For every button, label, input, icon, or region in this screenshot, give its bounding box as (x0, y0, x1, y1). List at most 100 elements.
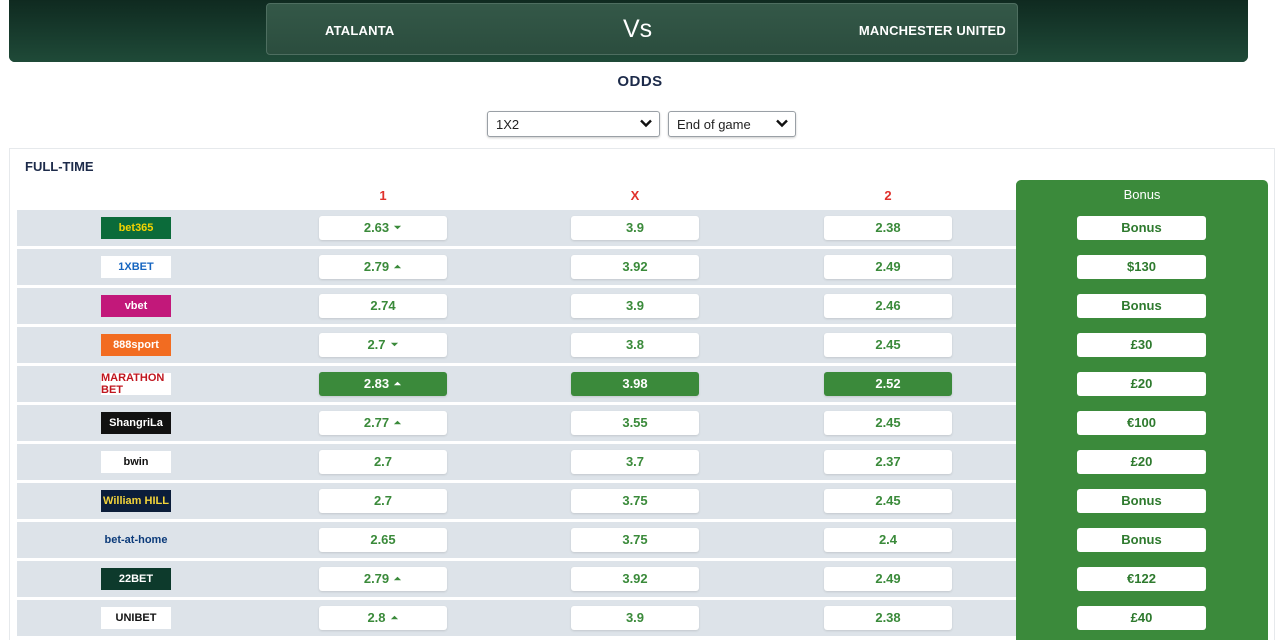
odds-button-draw[interactable]: 3.8 (571, 333, 699, 357)
odds-value: 2.65 (370, 532, 396, 547)
odds-button-home[interactable]: 2.79 (319, 567, 447, 591)
trend-up-icon (394, 576, 402, 581)
column-header-bonus: Bonus (1123, 187, 1161, 202)
bonus-button[interactable]: Bonus (1077, 294, 1206, 318)
trend-up-icon (394, 381, 402, 386)
bookmaker-row: 1XBET 2.79 3.92 2.49 (17, 249, 1016, 285)
bookmaker-row: bet365 2.63 3.9 2.38 (17, 210, 1016, 246)
odds-value: 2.46 (875, 298, 901, 313)
odds-button-away[interactable]: 2.4 (824, 528, 952, 552)
bookmaker-logo[interactable]: bet365 (101, 217, 171, 239)
bookmaker-row: MARATHON BET 2.83 3.98 2.52 (17, 366, 1016, 402)
odds-button-draw[interactable]: 3.55 (571, 411, 699, 435)
odds-button-draw[interactable]: 3.9 (571, 606, 699, 630)
bookmaker-logo[interactable]: William HILL (101, 490, 171, 512)
bookmaker-logo[interactable]: UNIBET (101, 607, 171, 629)
bookmaker-logo[interactable]: ShangriLa (101, 412, 171, 434)
odds-value: 3.7 (625, 454, 645, 469)
odds-value: 3.92 (622, 571, 648, 586)
odds-value: 2.38 (875, 610, 901, 625)
bonus-button[interactable]: £20 (1077, 450, 1206, 474)
odds-value: 2.74 (370, 298, 396, 313)
odds-button-away[interactable]: 2.52 (824, 372, 952, 396)
trend-up-icon (394, 264, 402, 269)
odds-button-home[interactable]: 2.74 (319, 294, 447, 318)
bookmaker-logo[interactable]: 22BET (101, 568, 171, 590)
odds-button-away[interactable]: 2.38 (824, 216, 952, 240)
bookmaker-row: William HILL 2.7 3.75 2.45 (17, 483, 1016, 519)
odds-button-draw[interactable]: 3.9 (571, 216, 699, 240)
odds-button-away[interactable]: 2.45 (824, 333, 952, 357)
bookmaker-logo[interactable]: 888sport (101, 334, 171, 356)
bonus-button[interactable]: €122 (1077, 567, 1206, 591)
market-select-value: 1X2 (496, 117, 520, 132)
bookmaker-logo[interactable]: MARATHON BET (101, 372, 171, 396)
odds-button-away[interactable]: 2.49 (824, 255, 952, 279)
bonus-button[interactable]: £40 (1077, 606, 1206, 630)
odds-button-away[interactable]: 2.49 (824, 567, 952, 591)
odds-button-draw[interactable]: 3.75 (571, 489, 699, 513)
period-select[interactable]: End of game (668, 111, 796, 137)
bookmaker-row: bet-at-home 2.65 3.75 2.4 (17, 522, 1016, 558)
odds-button-draw[interactable]: 3.7 (571, 450, 699, 474)
odds-button-away[interactable]: 2.46 (824, 294, 952, 318)
bookmaker-row: vbet 2.74 3.9 2.46 (17, 288, 1016, 324)
bonus-button[interactable]: Bonus (1077, 489, 1206, 513)
odds-value: 2.38 (875, 220, 901, 235)
bookmaker-logo[interactable]: 1XBET (101, 256, 171, 278)
bonus-button[interactable]: €100 (1077, 411, 1206, 435)
odds-button-draw[interactable]: 3.92 (571, 255, 699, 279)
odds-value: 2.79 (363, 571, 390, 586)
bonus-button[interactable]: £20 (1077, 372, 1206, 396)
away-team-name[interactable]: MANCHESTER UNITED (858, 23, 1006, 38)
odds-value: 2.7 (373, 493, 393, 508)
odds-value: 2.83 (363, 376, 390, 391)
bookmaker-row: ShangriLa 2.77 3.55 2.45 (17, 405, 1016, 441)
odds-value: 3.9 (625, 610, 645, 625)
bonus-button[interactable]: Bonus (1077, 528, 1206, 552)
odds-button-home[interactable]: 2.7 (319, 489, 447, 513)
bonus-button[interactable]: $130 (1077, 255, 1206, 279)
odds-button-away[interactable]: 2.38 (824, 606, 952, 630)
odds-value: 2.52 (875, 376, 901, 391)
odds-button-draw[interactable]: 3.9 (571, 294, 699, 318)
matchup-box: ATALANTA Vs MANCHESTER UNITED (266, 3, 1018, 55)
odds-value: 2.4 (878, 532, 898, 547)
bonus-button[interactable]: Bonus (1077, 216, 1206, 240)
odds-value: 2.45 (875, 493, 901, 508)
odds-button-home[interactable]: 2.79 (319, 255, 447, 279)
odds-button-home[interactable]: 2.63 (319, 216, 447, 240)
odds-value: 2.37 (875, 454, 901, 469)
market-select[interactable]: 1X2 (487, 111, 660, 137)
column-header-draw: X (630, 188, 640, 203)
odds-value: 2.63 (363, 220, 390, 235)
odds-button-home[interactable]: 2.77 (319, 411, 447, 435)
odds-button-home[interactable]: 2.83 (319, 372, 447, 396)
odds-button-away[interactable]: 2.45 (824, 411, 952, 435)
odds-button-draw[interactable]: 3.98 (571, 372, 699, 396)
trend-up-icon (394, 420, 402, 425)
odds-value: 3.55 (622, 415, 648, 430)
home-team-name[interactable]: ATALANTA (325, 23, 395, 38)
chevron-down-icon (776, 119, 788, 128)
trend-up-icon (390, 615, 398, 620)
odds-button-away[interactable]: 2.45 (824, 489, 952, 513)
bookmaker-logo[interactable]: vbet (101, 295, 171, 317)
odds-button-draw[interactable]: 3.75 (571, 528, 699, 552)
odds-button-home[interactable]: 2.7 (319, 333, 447, 357)
odds-value: 3.8 (625, 337, 645, 352)
odds-value: 3.98 (622, 376, 648, 391)
odds-button-home[interactable]: 2.7 (319, 450, 447, 474)
versus-label: Vs (623, 15, 653, 43)
odds-button-home[interactable]: 2.65 (319, 528, 447, 552)
odds-button-home[interactable]: 2.8 (319, 606, 447, 630)
odds-value: 3.75 (622, 493, 648, 508)
bookmaker-row: 888sport 2.7 3.8 2.45 (17, 327, 1016, 363)
bonus-button[interactable]: £30 (1077, 333, 1206, 357)
odds-button-draw[interactable]: 3.92 (571, 567, 699, 591)
bookmaker-row: bwin 2.7 3.7 2.37 (17, 444, 1016, 480)
bookmaker-logo[interactable]: bwin (101, 451, 171, 473)
column-header-away: 2 (884, 188, 892, 203)
odds-button-away[interactable]: 2.37 (824, 450, 952, 474)
bookmaker-logo[interactable]: bet-at-home (101, 529, 171, 551)
